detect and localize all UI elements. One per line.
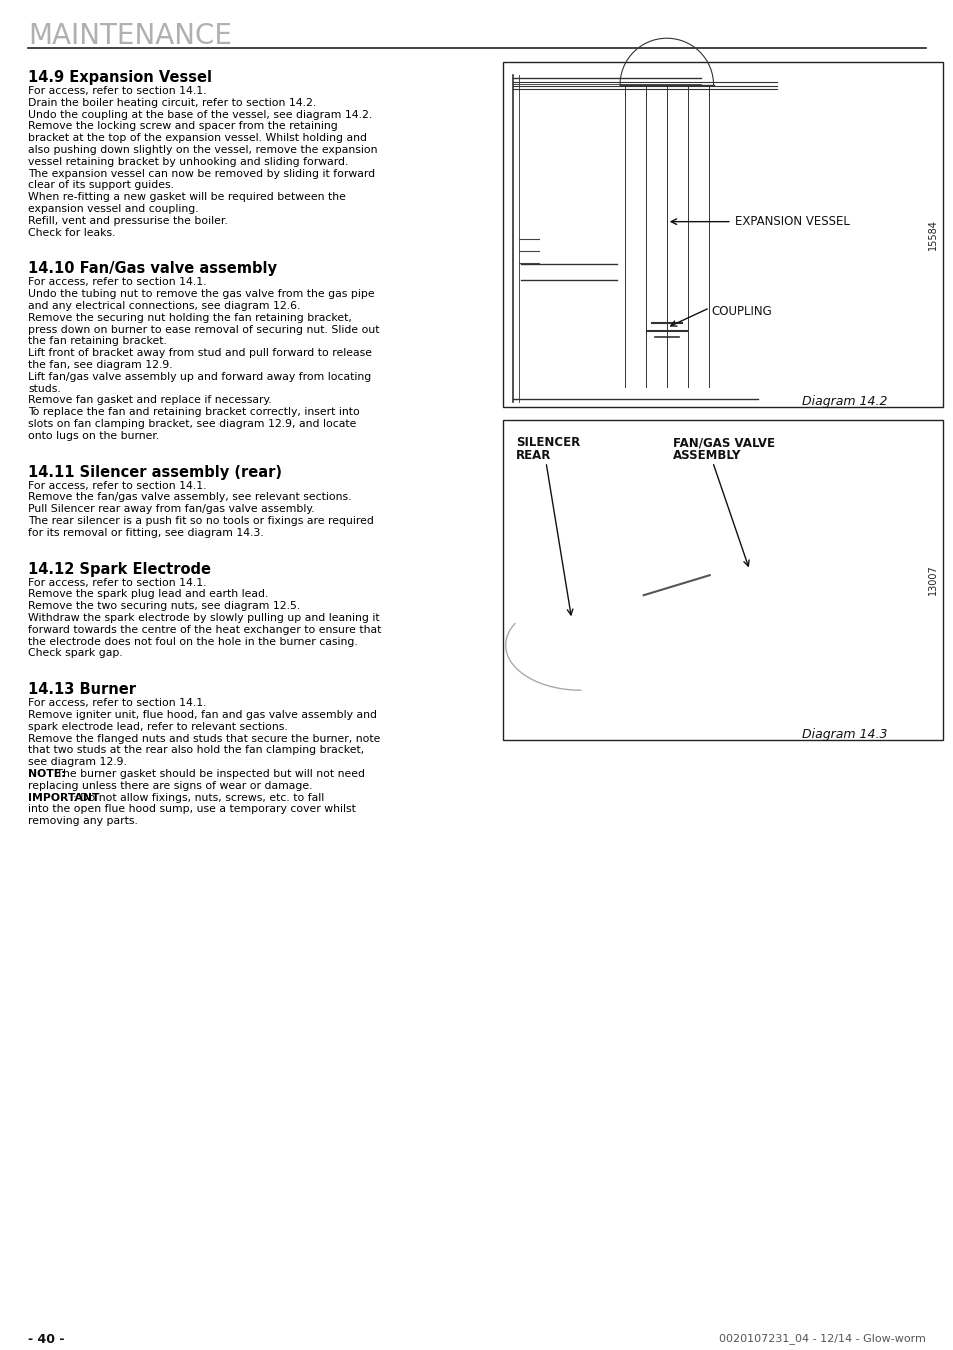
Text: 14.12 Spark Electrode: 14.12 Spark Electrode xyxy=(28,562,211,576)
Text: Remove the securing nut holding the fan retaining bracket,: Remove the securing nut holding the fan … xyxy=(28,313,352,323)
Bar xyxy=(724,610,774,675)
Text: that two studs at the rear also hold the fan clamping bracket,: that two studs at the rear also hold the… xyxy=(28,745,364,756)
Text: vessel retaining bracket by unhooking and sliding forward.: vessel retaining bracket by unhooking an… xyxy=(28,157,348,167)
Text: Remove the fan/gas valve assembly, see relevant sections.: Remove the fan/gas valve assembly, see r… xyxy=(28,493,351,502)
Text: 14.11 Silencer assembly (rear): 14.11 Silencer assembly (rear) xyxy=(28,464,282,479)
Text: for its removal or fitting, see diagram 14.3.: for its removal or fitting, see diagram … xyxy=(28,528,263,537)
Text: Remove the two securing nuts, see diagram 12.5.: Remove the two securing nuts, see diagra… xyxy=(28,601,300,612)
Text: removing any parts.: removing any parts. xyxy=(28,817,138,826)
Text: To replace the fan and retaining bracket correctly, insert into: To replace the fan and retaining bracket… xyxy=(28,408,359,417)
Text: ASSEMBLY: ASSEMBLY xyxy=(672,450,740,462)
Text: For access, refer to section 14.1.: For access, refer to section 14.1. xyxy=(28,578,206,587)
Text: Refill, vent and pressurise the boiler.: Refill, vent and pressurise the boiler. xyxy=(28,216,228,225)
Text: forward towards the centre of the heat exchanger to ensure that: forward towards the centre of the heat e… xyxy=(28,625,381,634)
Text: For access, refer to section 14.1.: For access, refer to section 14.1. xyxy=(28,277,206,288)
Text: NOTE:: NOTE: xyxy=(28,769,66,779)
Text: Diagram 14.3: Diagram 14.3 xyxy=(801,728,887,741)
Text: For access, refer to section 14.1.: For access, refer to section 14.1. xyxy=(28,698,206,709)
Text: Remove the spark plug lead and earth lead.: Remove the spark plug lead and earth lea… xyxy=(28,590,268,599)
Text: studs.: studs. xyxy=(28,383,61,394)
Text: press down on burner to ease removal of securing nut. Slide out: press down on burner to ease removal of … xyxy=(28,324,379,335)
Text: expansion vessel and coupling.: expansion vessel and coupling. xyxy=(28,204,198,215)
Text: Withdraw the spark electrode by slowly pulling up and leaning it: Withdraw the spark electrode by slowly p… xyxy=(28,613,379,622)
Text: For access, refer to section 14.1.: For access, refer to section 14.1. xyxy=(28,481,206,490)
Text: see diagram 12.9.: see diagram 12.9. xyxy=(28,757,127,767)
Text: Lift fan/gas valve assembly up and forward away from locating: Lift fan/gas valve assembly up and forwa… xyxy=(28,371,371,382)
Text: SILENCER: SILENCER xyxy=(516,436,579,450)
Bar xyxy=(502,420,942,740)
Text: into the open flue hood sump, use a temporary cover whilst: into the open flue hood sump, use a temp… xyxy=(28,805,355,814)
Text: and any electrical connections, see diagram 12.6.: and any electrical connections, see diag… xyxy=(28,301,300,310)
Bar xyxy=(502,62,942,406)
Text: the electrode does not foul on the hole in the burner casing.: the electrode does not foul on the hole … xyxy=(28,637,357,647)
Text: slots on fan clamping bracket, see diagram 12.9, and locate: slots on fan clamping bracket, see diagr… xyxy=(28,418,356,429)
Text: the fan, see diagram 12.9.: the fan, see diagram 12.9. xyxy=(28,360,172,370)
Text: clear of its support guides.: clear of its support guides. xyxy=(28,181,173,190)
Text: For access, refer to section 14.1.: For access, refer to section 14.1. xyxy=(28,86,206,96)
Text: Drain the boiler heating circuit, refer to section 14.2.: Drain the boiler heating circuit, refer … xyxy=(28,97,315,108)
Text: EXPANSION VESSEL: EXPANSION VESSEL xyxy=(734,215,849,228)
Text: Remove fan gasket and replace if necessary.: Remove fan gasket and replace if necessa… xyxy=(28,396,272,405)
Text: The expansion vessel can now be removed by sliding it forward: The expansion vessel can now be removed … xyxy=(28,169,375,178)
Text: Pull Silencer rear away from fan/gas valve assembly.: Pull Silencer rear away from fan/gas val… xyxy=(28,504,314,514)
Text: replacing unless there are signs of wear or damage.: replacing unless there are signs of wear… xyxy=(28,780,313,791)
Text: spark electrode lead, refer to relevant sections.: spark electrode lead, refer to relevant … xyxy=(28,722,288,732)
Text: Undo the tubing nut to remove the gas valve from the gas pipe: Undo the tubing nut to remove the gas va… xyxy=(28,289,375,300)
Text: onto lugs on the burner.: onto lugs on the burner. xyxy=(28,431,159,441)
Text: FAN/GAS VALVE: FAN/GAS VALVE xyxy=(672,436,774,450)
Text: Remove the locking screw and spacer from the retaining: Remove the locking screw and spacer from… xyxy=(28,122,337,131)
Text: Remove igniter unit, flue hood, fan and gas valve assembly and: Remove igniter unit, flue hood, fan and … xyxy=(28,710,376,720)
Text: 14.10 Fan/Gas valve assembly: 14.10 Fan/Gas valve assembly xyxy=(28,262,276,277)
Text: The rear silencer is a push fit so no tools or fixings are required: The rear silencer is a push fit so no to… xyxy=(28,516,374,526)
Text: The burner gasket should be inspected but will not need: The burner gasket should be inspected bu… xyxy=(53,769,365,779)
Text: 13007: 13007 xyxy=(927,564,937,595)
Text: IMPORTANT: IMPORTANT xyxy=(28,792,99,803)
Text: MAINTENANCE: MAINTENANCE xyxy=(28,22,232,50)
Text: COUPLING: COUPLING xyxy=(711,305,772,317)
Text: Diagram 14.2: Diagram 14.2 xyxy=(801,396,887,408)
Text: Check for leaks.: Check for leaks. xyxy=(28,228,115,238)
Text: 0020107231_04 - 12/14 - Glow-worm: 0020107231_04 - 12/14 - Glow-worm xyxy=(719,1332,925,1343)
Text: 15584: 15584 xyxy=(927,219,937,250)
Text: - 40 -: - 40 - xyxy=(28,1332,65,1346)
Text: Remove the flanged nuts and studs that secure the burner, note: Remove the flanged nuts and studs that s… xyxy=(28,733,380,744)
Text: bracket at the top of the expansion vessel. Whilst holding and: bracket at the top of the expansion vess… xyxy=(28,134,367,143)
Text: Check spark gap.: Check spark gap. xyxy=(28,648,123,659)
Text: also pushing down slightly on the vessel, remove the expansion: also pushing down slightly on the vessel… xyxy=(28,144,377,155)
Text: the fan retaining bracket.: the fan retaining bracket. xyxy=(28,336,167,347)
Text: : Do not allow fixings, nuts, screws, etc. to fall: : Do not allow fixings, nuts, screws, et… xyxy=(73,792,324,803)
Text: 14.13 Burner: 14.13 Burner xyxy=(28,682,136,697)
Text: Undo the coupling at the base of the vessel, see diagram 14.2.: Undo the coupling at the base of the ves… xyxy=(28,109,372,120)
Text: Lift front of bracket away from stud and pull forward to release: Lift front of bracket away from stud and… xyxy=(28,348,372,358)
Text: 14.9 Expansion Vessel: 14.9 Expansion Vessel xyxy=(28,70,212,85)
Text: REAR: REAR xyxy=(516,450,551,462)
Text: When re-fitting a new gasket will be required between the: When re-fitting a new gasket will be req… xyxy=(28,192,346,202)
